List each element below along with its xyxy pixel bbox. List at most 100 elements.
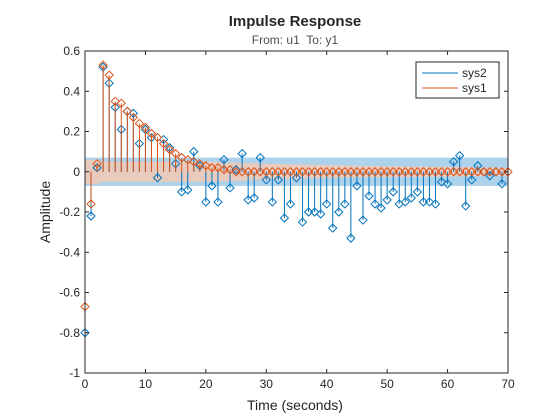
marker-sys1 [219, 165, 229, 175]
marker-sys1 [195, 158, 205, 169]
marker-sys2 [448, 156, 459, 167]
marker-sys1 [279, 167, 290, 177]
marker-sys1 [207, 163, 217, 173]
marker-sys1 [376, 167, 386, 177]
marker-sys2 [454, 150, 465, 161]
marker-sys2 [152, 173, 163, 183]
marker-sys2 [303, 207, 314, 217]
marker-sys2 [297, 217, 308, 227]
marker-sys2 [225, 183, 235, 193]
marker-sys1 [189, 156, 199, 167]
x-tick-label: 60 [441, 377, 455, 391]
series-sys1 [80, 60, 513, 312]
marker-sys1 [237, 167, 247, 177]
marker-sys1 [442, 167, 453, 177]
marker-sys1 [140, 122, 151, 133]
marker-sys2 [436, 177, 447, 187]
marker-sys2 [291, 173, 302, 183]
marker-sys1 [412, 167, 423, 177]
x-tick-label: 50 [380, 377, 394, 391]
marker-sys2 [340, 199, 350, 209]
plot-area: 0 10 20 30 40 50 60 70 -1 -0.8 -0.6 -0.4 -0.2 0 0.2 0.4… [59, 44, 515, 391]
marker-sys2 [382, 195, 392, 205]
marker-sys1 [183, 154, 193, 165]
chart-title: Impulse Response [229, 13, 362, 30]
marker-sys1 [406, 167, 417, 177]
marker-sys2 [442, 179, 453, 189]
x-tick-label: 20 [199, 377, 213, 391]
marker-sys2 [86, 211, 96, 221]
marker-sys2 [309, 207, 320, 217]
marker-sys1 [400, 167, 410, 177]
marker-sys2 [285, 199, 296, 209]
marker-sys2 [207, 181, 217, 191]
marker-sys1 [309, 167, 320, 177]
marker-sys2 [315, 209, 326, 219]
marker-sys1 [170, 148, 181, 159]
marker-sys1 [315, 167, 326, 177]
marker-sys2 [364, 191, 374, 201]
marker-sys1 [273, 167, 284, 177]
marker-sys1 [92, 158, 102, 169]
marker-sys1 [473, 167, 483, 177]
marker-sys2 [279, 213, 290, 223]
marker-sys1 [201, 161, 211, 171]
marker-sys1 [158, 138, 169, 149]
marker-sys1 [430, 167, 441, 177]
marker-sys1 [134, 118, 145, 129]
marker-sys1 [467, 167, 477, 177]
y-axis-label: Amplitude [37, 181, 53, 243]
x-tick-label: 30 [260, 377, 274, 391]
marker-sys1 [340, 167, 350, 177]
marker-sys1 [231, 167, 241, 177]
y-tick-label: -0.6 [59, 286, 80, 300]
marker-sys1 [370, 167, 380, 177]
y-tick-label: -0.2 [59, 205, 80, 219]
marker-sys1 [388, 167, 398, 177]
marker-sys2 [322, 199, 332, 209]
marker-sys1 [213, 163, 223, 173]
marker-sys2 [346, 233, 356, 243]
marker-sys2 [213, 197, 223, 207]
marker-sys1 [497, 167, 507, 177]
marker-sys1 [448, 167, 459, 177]
marker-sys2 [400, 197, 410, 207]
marker-sys1 [164, 144, 175, 155]
marker-sys2 [485, 171, 495, 181]
axes-background [85, 51, 508, 373]
marker-sys1 [358, 167, 368, 177]
marker-sys2 [406, 193, 417, 203]
marker-sys2 [219, 154, 229, 165]
marker-sys2 [183, 185, 193, 195]
marker-sys1 [285, 167, 296, 177]
x-tick-label: 40 [320, 377, 334, 391]
marker-sys1 [303, 167, 314, 177]
marker-sys1 [297, 167, 308, 177]
legend-label-sys1: sys1 [462, 81, 487, 95]
marker-sys1 [334, 167, 344, 177]
marker-sys1 [322, 167, 332, 177]
marker-sys1 [382, 167, 392, 177]
marker-sys1 [454, 167, 465, 177]
marker-sys2 [352, 181, 362, 191]
marker-sys1 [346, 167, 356, 177]
x-tick-label: 70 [501, 377, 515, 391]
legend-box [415, 61, 500, 99]
marker-sys2 [418, 197, 429, 207]
marker-sys2 [201, 197, 211, 207]
marker-sys2 [267, 197, 278, 207]
marker-sys1 [485, 167, 495, 177]
marker-sys2 [424, 197, 435, 207]
marker-sys1 [491, 167, 501, 177]
marker-sys1 [394, 167, 404, 177]
x-axis-label: Time (seconds) [247, 397, 343, 413]
x-tick-label: 10 [139, 377, 153, 391]
y-tick-label: 0 [73, 165, 80, 179]
marker-sys2 [412, 187, 423, 197]
marker-sys2 [467, 175, 477, 185]
marker-sys1 [128, 112, 139, 123]
marker-sys1 [479, 167, 489, 177]
marker-sys1 [225, 165, 235, 175]
